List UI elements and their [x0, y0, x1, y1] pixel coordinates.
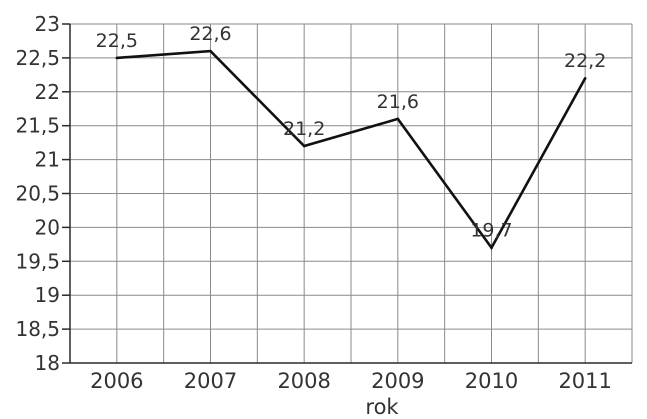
data-point	[583, 76, 587, 80]
x-tick-label: 2008	[277, 369, 330, 393]
data-point	[490, 246, 493, 250]
data-label: 19,7	[470, 220, 512, 242]
x-axis-title: rok	[365, 395, 399, 419]
x-tick-label: 2011	[558, 369, 611, 393]
data-label: 22,2	[564, 50, 606, 72]
y-tick-label: 20	[35, 215, 60, 239]
data-label: 21,2	[283, 118, 325, 140]
series-line	[116, 49, 587, 251]
x-tick-label: 2009	[371, 369, 424, 393]
x-tick-labels: 2006 2007 2008 2009 2010 2011	[90, 369, 612, 393]
y-tick-label: 21,5	[15, 114, 60, 138]
series	[115, 49, 587, 251]
x-tick-label: 2006	[90, 369, 143, 393]
data-point	[115, 56, 119, 60]
data-label: 21,6	[377, 91, 419, 113]
data-labels: 22,5 22,6 21,2 21,6 19,7 22,2	[96, 23, 607, 242]
data-label: 22,6	[189, 23, 231, 45]
y-tick-label: 20,5	[15, 182, 60, 206]
y-tick-labels: 18 18,5 19 19,5 20 20,5 21 21,5 22 22,5 23	[15, 12, 70, 375]
data-point	[396, 117, 400, 121]
x-tick-label: 2010	[465, 369, 518, 393]
y-tick-label: 18,5	[15, 317, 60, 341]
y-tick-label: 19,5	[15, 249, 60, 273]
y-tick-label: 22,5	[15, 46, 60, 70]
data-point	[302, 144, 306, 148]
y-tick-label: 18	[35, 351, 60, 375]
y-tick-label: 19	[35, 283, 60, 307]
data-label: 22,5	[96, 30, 138, 52]
y-tick-label: 21	[35, 148, 60, 172]
data-point	[209, 49, 212, 53]
x-tick-label: 2007	[184, 369, 237, 393]
grid-lines	[70, 23, 633, 363]
y-tick-label: 23	[35, 12, 60, 36]
y-tick-label: 22	[35, 80, 60, 104]
